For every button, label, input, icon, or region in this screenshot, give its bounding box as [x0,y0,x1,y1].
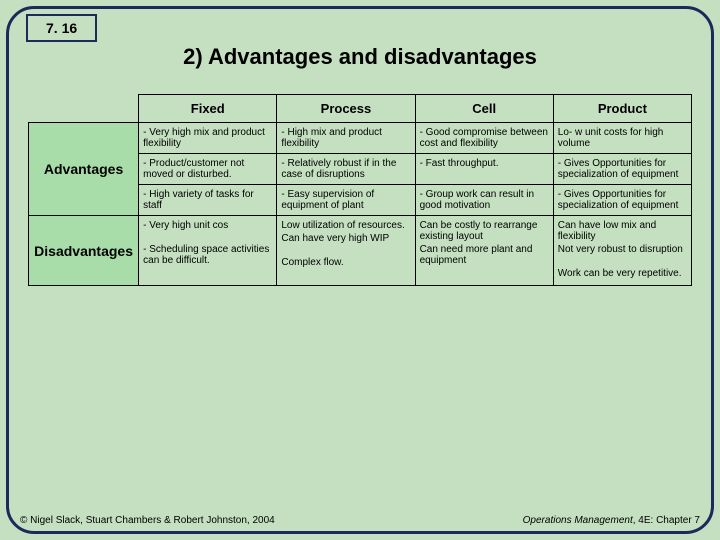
dis-product-0: Can have low mix and flexibility [558,220,687,242]
dis-cell-1: Can need more plant and equipment [420,244,549,266]
dis-fixed: - Very high unit cos - Scheduling space … [139,216,277,286]
row-disadvantages-label: Disadvantages [29,216,139,286]
adv-fixed-1: - Product/customer not moved or disturbe… [139,154,277,185]
dis-fixed-0: - Very high unit cos [143,220,272,231]
footer-book-title: Operations Management [523,515,633,526]
footer-source: Operations Management, 4E: Chapter 7 [523,515,700,526]
slide-title: 2) Advantages and disadvantages [0,44,720,70]
adv-process-2: - Easy supervision of equipment of plant [277,185,415,216]
comparison-table: Fixed Process Cell Product Advantages - … [28,94,692,286]
adv-process-1: - Relatively robust if in the case of di… [277,154,415,185]
col-fixed: Fixed [139,95,277,123]
adv-product-0: Lo- w unit costs for high volume [553,123,691,154]
footer-copyright: © Nigel Slack, Stuart Chambers & Robert … [20,515,275,526]
adv-fixed-2: - High variety of tasks for staff [139,185,277,216]
dis-cell: Can be costly to rearrange existing layo… [415,216,553,286]
adv-process-0: - High mix and product flexibility [277,123,415,154]
slide-number: 7. 16 [26,14,97,42]
dis-product-1: Not very robust to disruption [558,244,687,255]
dis-product: Can have low mix and flexibility Not ver… [553,216,691,286]
dis-process-2: Complex flow. [281,257,410,268]
adv-product-1: - Gives Opportunities for specialization… [553,154,691,185]
footer-edition: , 4E: Chapter 7 [633,515,700,526]
col-cell: Cell [415,95,553,123]
dis-process: Low utilization of resources. Can have v… [277,216,415,286]
table-corner [29,95,139,123]
col-product: Product [553,95,691,123]
adv-fixed-0: - Very high mix and product flexibility [139,123,277,154]
adv-cell-2: - Group work can result in good motivati… [415,185,553,216]
dis-process-1: Can have very high WIP [281,233,410,244]
col-process: Process [277,95,415,123]
dis-fixed-1: - Scheduling space activities can be dif… [143,244,272,266]
dis-product-2: Work can be very repetitive. [558,268,687,279]
adv-product-2: - Gives Opportunities for specialization… [553,185,691,216]
adv-cell-0: - Good compromise between cost and flexi… [415,123,553,154]
footer: © Nigel Slack, Stuart Chambers & Robert … [20,515,700,526]
dis-process-0: Low utilization of resources. [281,220,410,231]
row-advantages-label: Advantages [29,123,139,216]
adv-cell-1: - Fast throughput. [415,154,553,185]
dis-cell-0: Can be costly to rearrange existing layo… [420,220,549,242]
